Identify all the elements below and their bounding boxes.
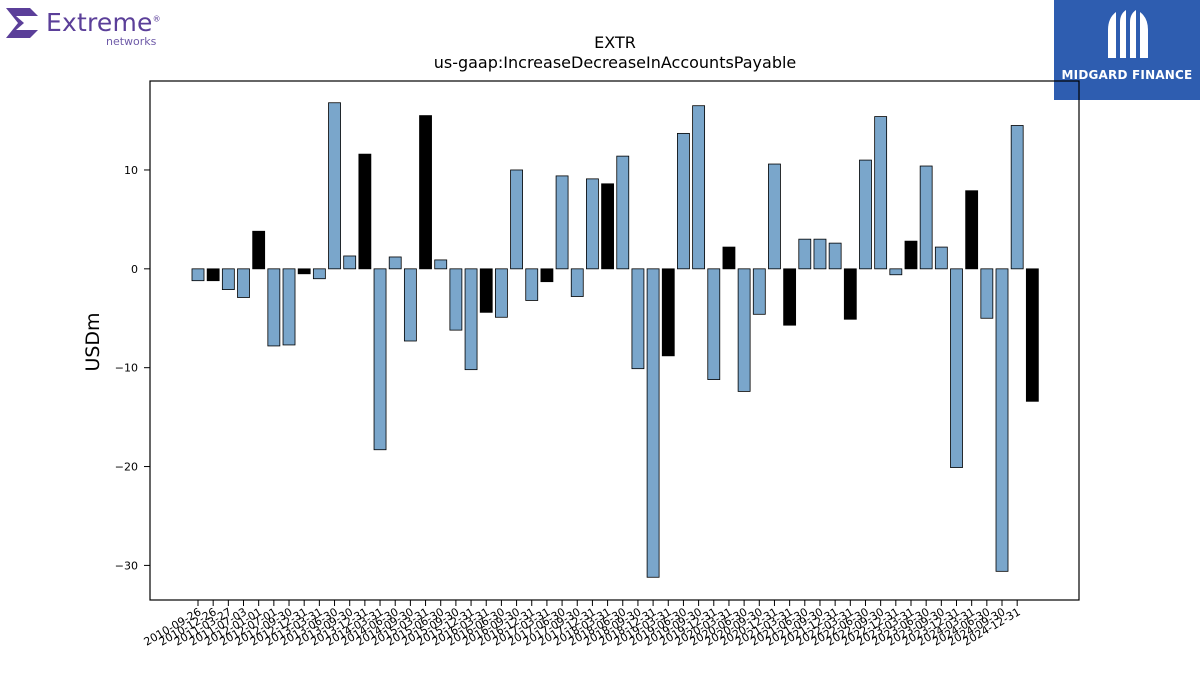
bar	[934, 246, 948, 270]
bar	[434, 259, 448, 270]
bar	[783, 268, 797, 326]
bar	[646, 268, 660, 578]
bar	[919, 165, 933, 270]
bar	[555, 175, 569, 270]
bar	[661, 268, 675, 357]
bar	[752, 268, 766, 315]
bar	[464, 268, 478, 371]
bar	[631, 268, 645, 370]
bars-group	[191, 102, 1039, 578]
bar	[737, 268, 751, 392]
bar	[403, 268, 417, 342]
bar	[343, 255, 357, 270]
bar	[540, 268, 554, 283]
x-axis: 2010-09-262010-12-262011-03-272011-07-03…	[142, 600, 1023, 649]
bar	[995, 268, 1009, 572]
extreme-networks-logo: Extreme® networks	[4, 4, 184, 48]
bar	[1025, 268, 1039, 402]
bar	[828, 242, 842, 270]
y-tick-label: 0	[131, 263, 138, 276]
y-axis: 10 0 −10 −20 −30	[115, 164, 150, 572]
bar	[889, 268, 903, 276]
bar	[419, 115, 432, 270]
bar	[1010, 125, 1024, 270]
bar	[328, 102, 341, 270]
bar	[297, 268, 311, 275]
chart-subtitle: us-gaap:IncreaseDecreaseInAccountsPayabl…	[434, 53, 797, 72]
bar	[874, 116, 888, 270]
y-axis-label: USDm	[82, 312, 104, 371]
bar	[388, 256, 402, 270]
midgard-emblem-icon	[1108, 10, 1148, 58]
extreme-x-icon	[6, 8, 38, 38]
bar	[768, 163, 781, 270]
bar	[616, 155, 630, 270]
bar	[722, 246, 736, 270]
bar	[206, 268, 220, 282]
bar	[282, 268, 296, 346]
bar	[373, 268, 387, 451]
bar	[221, 268, 235, 290]
bar	[813, 238, 827, 270]
bar	[312, 268, 326, 280]
y-tick-label: 10	[124, 164, 138, 177]
logo-subtitle: networks	[106, 35, 157, 48]
bar	[707, 268, 721, 380]
bar	[965, 190, 979, 270]
chart-title: EXTR	[594, 33, 636, 52]
bar	[601, 183, 614, 270]
midgard-wordmark: MIDGARD FINANCE	[1061, 68, 1193, 82]
bar	[449, 268, 463, 331]
bar	[798, 238, 812, 270]
bar	[904, 240, 918, 270]
y-tick-label: −10	[115, 362, 138, 375]
bar	[358, 153, 372, 270]
bar	[510, 169, 523, 270]
bar	[677, 132, 690, 270]
bar	[859, 159, 872, 270]
y-tick-label: −20	[115, 461, 138, 474]
bar	[586, 178, 599, 270]
bar	[950, 268, 963, 468]
bar	[494, 268, 508, 318]
bar	[252, 230, 266, 270]
bar	[191, 268, 205, 282]
bar	[692, 105, 706, 270]
bar	[570, 268, 584, 297]
logo-wordmark: Extreme®	[46, 8, 161, 37]
bar	[525, 268, 539, 301]
plot-frame	[149, 80, 1080, 601]
bar	[843, 268, 857, 320]
bar	[237, 268, 250, 298]
midgard-finance-logo: MIDGARD FINANCE	[1054, 0, 1200, 100]
bar	[980, 268, 994, 319]
bar	[479, 268, 493, 313]
bar	[267, 268, 281, 347]
y-tick-label: −30	[115, 559, 138, 572]
